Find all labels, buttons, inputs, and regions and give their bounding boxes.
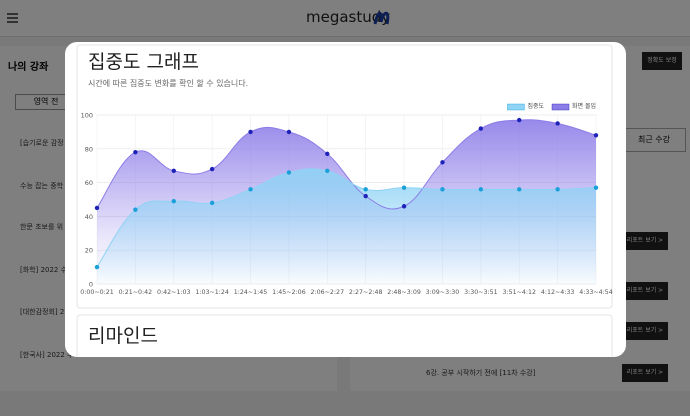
data-point [248, 129, 253, 135]
y-tick-label: 20 [85, 247, 93, 255]
data-point [440, 160, 445, 165]
x-tick-label: 1:45~2:06 [272, 289, 306, 296]
data-point [593, 133, 599, 138]
data-point [478, 187, 484, 192]
modal-title: 집중도 그래프 [88, 51, 199, 73]
data-point [401, 204, 407, 209]
data-point [593, 185, 599, 190]
y-tick-label: 100 [81, 112, 93, 120]
chart: 0 20 40 60 80 100 0:00~0:21 0:21~0:42 0:42~1:03 1… [80, 102, 613, 296]
y-tick-label: 60 [85, 179, 93, 187]
data-point [248, 187, 253, 192]
remind-card [76, 314, 613, 357]
data-point [325, 151, 330, 157]
modal-subtitle: 시간에 따른 집중도 변화를 확인 할 수 있습니다. [88, 78, 248, 88]
x-tick-label: 1:03~1:24 [195, 289, 229, 296]
x-tick-label: 2:06~2:27 [311, 289, 345, 296]
legend-label: 화면 몰입 [572, 102, 596, 110]
x-tick-label: 3:51~4:12 [502, 289, 536, 296]
x-tick-label: 3:30~3:51 [464, 289, 498, 296]
data-point [517, 117, 522, 123]
data-point [133, 149, 138, 155]
area-fill [97, 168, 596, 284]
x-tick-label: 0:00~0:21 [80, 289, 114, 296]
remind-title: 리마인드 [88, 325, 158, 347]
data-point [440, 187, 445, 192]
data-point [209, 166, 215, 172]
x-tick-label: 2:27~2:48 [349, 289, 383, 296]
data-point [209, 200, 215, 206]
data-point [517, 187, 522, 192]
legend-swatch [551, 103, 570, 111]
data-point [133, 207, 138, 212]
data-point [286, 170, 292, 175]
y-tick-label: 80 [85, 145, 93, 153]
data-point [171, 168, 176, 173]
x-tick-label: 0:21~0:42 [119, 289, 153, 296]
data-point [478, 126, 484, 131]
legend-swatch [507, 103, 525, 111]
data-point [555, 187, 560, 192]
data-point [555, 121, 560, 126]
legend-label: 집중도 [527, 103, 544, 110]
x-tick-label: 1:24~1:45 [234, 289, 268, 296]
data-point [363, 187, 368, 192]
data-point [94, 264, 100, 270]
data-point [286, 129, 292, 135]
data-point [94, 205, 100, 211]
y-tick-label: 40 [85, 213, 93, 221]
x-tick-label: 3:09~3:30 [426, 289, 460, 296]
data-point [401, 185, 407, 190]
data-point [325, 168, 330, 173]
data-point [363, 193, 368, 199]
modal-content: 집중도 그래프 시간에 따른 집중도 변화를 확인 할 수 있습니다. 리마인드… [76, 44, 613, 357]
modal: 집중도 그래프 시간에 따른 집중도 변화를 확인 할 수 있습니다. 리마인드… [65, 42, 626, 357]
x-tick-label: 4:12~4:33 [541, 289, 575, 296]
x-tick-label: 4:33~4:54 [579, 289, 613, 296]
y-tick-label: 0 [89, 281, 93, 289]
data-point [171, 198, 176, 204]
x-tick-label: 2:48~3:09 [387, 289, 421, 296]
x-tick-label: 0:42~1:03 [157, 289, 191, 296]
